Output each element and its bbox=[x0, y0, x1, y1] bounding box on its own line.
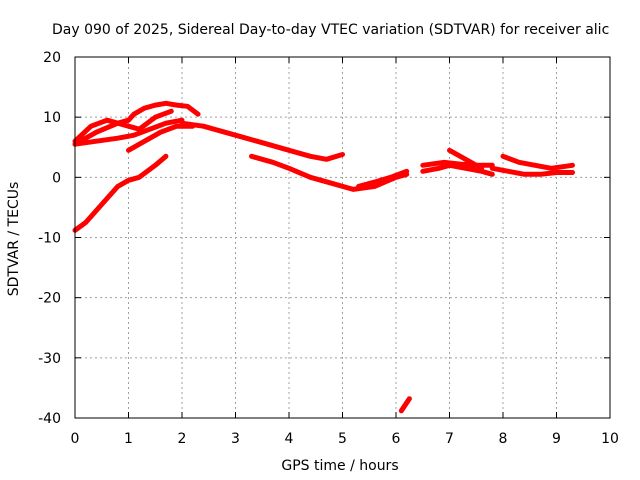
plot-frame bbox=[74, 56, 611, 419]
series-track-f bbox=[179, 120, 345, 162]
series-track-b bbox=[72, 117, 185, 147]
series-track-e bbox=[126, 123, 196, 153]
x-axis-label: GPS time / hours bbox=[281, 458, 398, 474]
series-track-n bbox=[500, 153, 575, 171]
y-tick-label: -20 bbox=[38, 291, 61, 307]
x-tick-label: 1 bbox=[124, 431, 133, 447]
series-track-i bbox=[398, 396, 412, 414]
y-tick-label: -40 bbox=[38, 411, 61, 427]
y-tick-label: -30 bbox=[38, 351, 61, 367]
y-tick-label: 10 bbox=[43, 110, 61, 126]
x-tick-label: 6 bbox=[392, 431, 401, 447]
y-tick-labels: -40 -30 -20 -10 0 10 20 bbox=[38, 50, 61, 427]
series-track-m bbox=[489, 165, 575, 177]
x-tick-label: 0 bbox=[71, 431, 80, 447]
x-tick-label: 10 bbox=[601, 431, 619, 447]
series-layer bbox=[72, 100, 575, 414]
y-tick-label: 0 bbox=[52, 170, 61, 186]
x-tick-label: 9 bbox=[552, 431, 561, 447]
x-tick-label: 5 bbox=[338, 431, 347, 447]
series-track-c bbox=[72, 100, 201, 144]
y-tick-label: -10 bbox=[38, 231, 61, 247]
series-track-a bbox=[72, 153, 169, 233]
series-track-l bbox=[447, 147, 485, 171]
x-tick-label: 7 bbox=[445, 431, 454, 447]
x-tick-label: 4 bbox=[285, 431, 294, 447]
series-track-d bbox=[72, 108, 174, 147]
series-track-k bbox=[420, 159, 495, 168]
x-tick-label: 3 bbox=[231, 431, 240, 447]
chart-title: Day 090 of 2025, Sidereal Day-to-day VTE… bbox=[52, 22, 609, 38]
y-axis-label: SDTVAR / TECUs bbox=[6, 182, 22, 297]
x-tick-labels: 0 1 2 3 4 5 6 7 8 9 10 bbox=[71, 431, 619, 447]
grid bbox=[75, 57, 610, 418]
x-tick-label: 8 bbox=[499, 431, 508, 447]
y-tick-label: 20 bbox=[43, 50, 61, 66]
series-track-j bbox=[420, 162, 495, 177]
x-tick-label: 2 bbox=[178, 431, 187, 447]
series-track-h bbox=[356, 168, 410, 189]
